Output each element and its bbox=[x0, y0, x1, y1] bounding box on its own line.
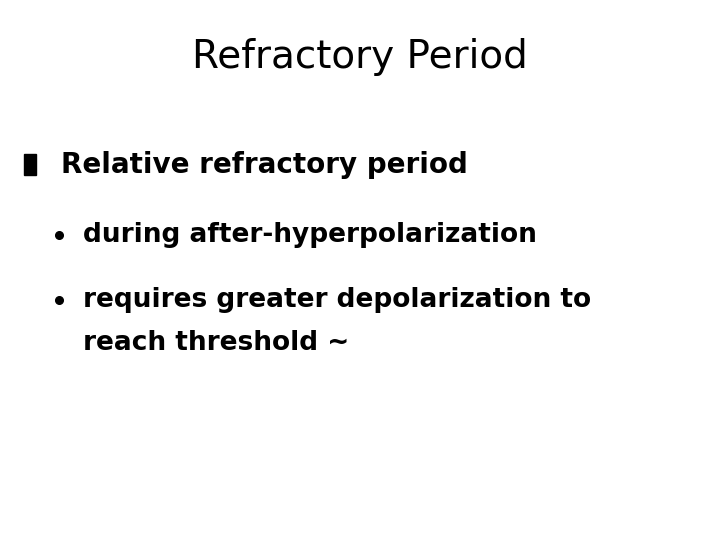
Text: during after-hyperpolarization: during after-hyperpolarization bbox=[83, 222, 536, 248]
Text: reach threshold ~: reach threshold ~ bbox=[83, 330, 349, 356]
Text: Refractory Period: Refractory Period bbox=[192, 38, 528, 76]
Text: requires greater depolarization to: requires greater depolarization to bbox=[83, 287, 591, 313]
Text: Relative refractory period: Relative refractory period bbox=[61, 151, 468, 179]
FancyBboxPatch shape bbox=[24, 154, 36, 175]
